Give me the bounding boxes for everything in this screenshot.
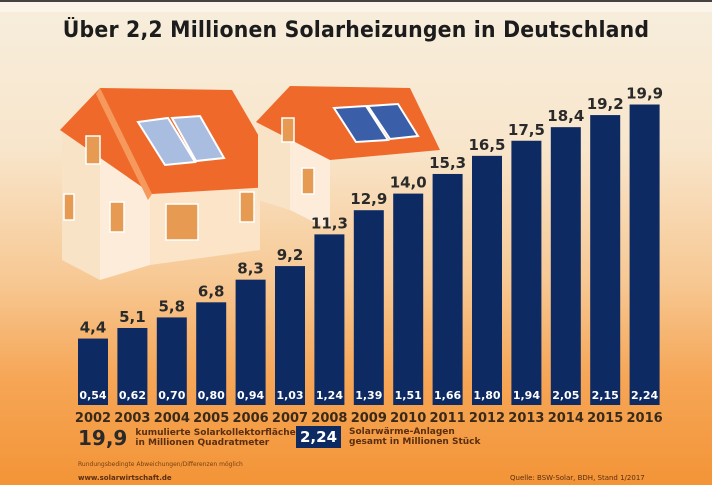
top-border [0, 0, 712, 12]
year-label-2014: 2014 [548, 411, 584, 426]
year-label-2015: 2015 [587, 411, 623, 426]
bar-2013 [511, 140, 542, 405]
value-label-2003: 5,1 [119, 308, 146, 326]
units-label-2014: 2,05 [552, 389, 579, 402]
value-label-2015: 19,2 [587, 95, 624, 113]
units-label-2007: 1,03 [276, 389, 303, 402]
value-label-2010: 14,0 [390, 174, 427, 192]
window-icon [165, 203, 199, 241]
legend-units-line1: Solarwärme-Anlagen [349, 427, 455, 437]
window-icon [85, 135, 101, 165]
window-icon [239, 191, 255, 223]
value-label-2004: 5,8 [159, 297, 186, 315]
bar-2014 [550, 127, 581, 405]
year-label-2007: 2007 [272, 411, 308, 426]
value-label-2011: 15,3 [429, 154, 466, 172]
bar-2008 [314, 234, 345, 405]
legend-units: 2,24 Solarwärme-Anlagen gesamt in Millio… [296, 426, 480, 448]
value-label-2008: 11,3 [311, 214, 348, 232]
legend-units-text: Solarwärme-Anlagen gesamt in Millionen S… [349, 427, 480, 447]
units-label-2004: 0,70 [158, 389, 185, 402]
bar-2006 [235, 279, 266, 405]
year-label-2004: 2004 [154, 411, 190, 426]
legend-area-text: kumulierte Solarkollektorfläche in Milli… [135, 428, 295, 448]
year-label-2010: 2010 [390, 411, 426, 426]
year-label-2006: 2006 [233, 411, 269, 426]
rounding-note: Rundungsbedingte Abweichungen/Differenze… [78, 461, 243, 468]
house-illustration-left [60, 88, 288, 280]
units-label-2016: 2,24 [631, 389, 658, 402]
value-label-2016: 19,9 [626, 85, 663, 103]
value-label-2012: 16,5 [468, 136, 505, 154]
solar-panel-icon [332, 104, 390, 144]
bar-2010 [393, 193, 424, 405]
units-label-2012: 1,80 [473, 389, 500, 402]
window-icon [301, 167, 315, 195]
units-label-2009: 1,39 [355, 389, 382, 402]
solar-panel-icon [170, 114, 226, 163]
units-label-2006: 0,94 [237, 389, 264, 402]
year-label-2011: 2011 [430, 411, 466, 426]
legend-area: 19,9 kumulierte Solarkollektorfläche in … [78, 426, 296, 450]
bar-2007 [275, 266, 305, 405]
units-label-2010: 1,51 [395, 389, 422, 402]
year-label-2005: 2005 [193, 411, 229, 426]
solar-panel-icon [366, 102, 420, 141]
bar-2004 [156, 317, 187, 405]
year-label-2012: 2012 [469, 411, 505, 426]
units-label-2002: 0,54 [79, 389, 106, 402]
value-label-2009: 12,9 [350, 190, 387, 208]
bar-2012 [472, 155, 502, 405]
bar-2003 [117, 327, 148, 405]
bar-2011 [432, 173, 463, 405]
bar-2002 [78, 338, 108, 405]
units-label-2003: 0,62 [119, 389, 146, 402]
website-link[interactable]: www.solarwirtschaft.de [78, 474, 172, 482]
year-label-2009: 2009 [351, 411, 387, 426]
value-label-2013: 17,5 [508, 121, 545, 139]
window-icon [63, 193, 75, 221]
year-label-2008: 2008 [311, 411, 347, 426]
legend-units-value: 2,24 [296, 426, 342, 448]
year-label-2003: 2003 [114, 411, 150, 426]
bar-2005 [196, 302, 227, 405]
value-label-2005: 6,8 [198, 282, 225, 300]
units-label-2013: 1,94 [513, 389, 540, 402]
house-illustration-right [256, 86, 440, 230]
value-label-2014: 18,4 [547, 107, 584, 125]
year-label-2002: 2002 [75, 411, 111, 426]
bar-2009 [353, 210, 384, 405]
units-label-2015: 2,15 [592, 389, 619, 402]
year-label-2013: 2013 [508, 411, 544, 426]
value-label-2007: 9,2 [277, 246, 304, 264]
legend-units-line2: gesamt in Millionen Stück [349, 437, 481, 447]
bars-layer: 4,4 0,54 2002 5,1 0,62 2003 5,8 0,70 2004 6,8 0,80… [75, 85, 663, 426]
value-label-2006: 8,3 [237, 260, 264, 278]
chart-title: Über 2,2 Millionen Solarheizungen in Deu… [62, 18, 650, 43]
bar-2016 [629, 104, 660, 405]
source-note: Quelle: BSW-Solar, BDH, Stand 1/2017 [510, 474, 645, 482]
legend-area-line1: kumulierte Solarkollektorfläche [135, 428, 296, 438]
units-label-2008: 1,24 [316, 389, 343, 402]
bar-2015 [590, 115, 621, 405]
value-label-2002: 4,4 [80, 319, 107, 337]
units-label-2011: 1,66 [434, 389, 461, 402]
units-label-2005: 0,80 [198, 389, 225, 402]
year-label-2016: 2016 [627, 411, 663, 426]
legend-area-line2: in Millionen Quadratmeter [135, 438, 270, 448]
window-icon [109, 201, 125, 233]
legend-area-value: 19,9 [78, 426, 128, 450]
solar-panel-icon [136, 116, 197, 167]
window-icon [281, 117, 295, 143]
